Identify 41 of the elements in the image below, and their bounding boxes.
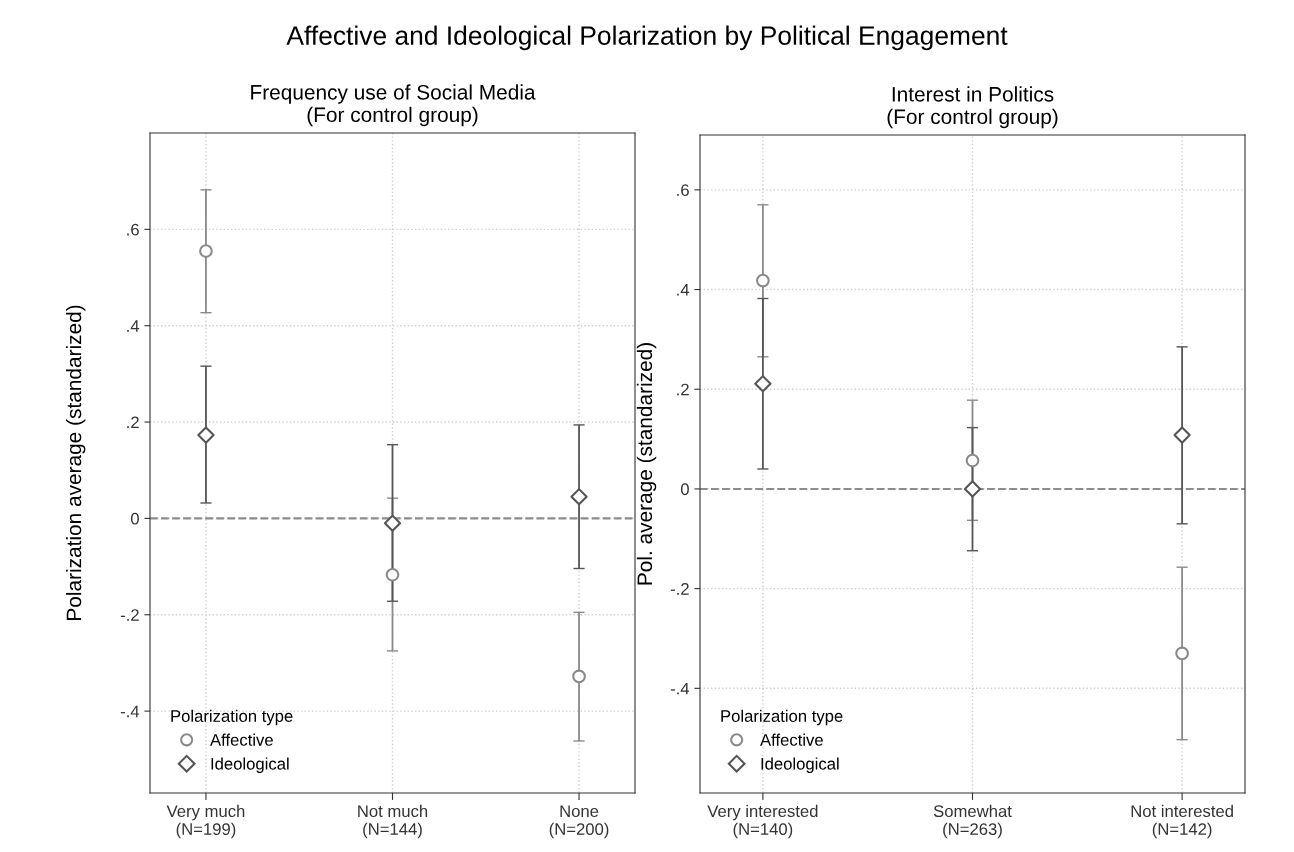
x-tick-label: Very much (N=199) — [166, 804, 245, 839]
point — [570, 488, 588, 506]
y-axis-title: Pol. average (standarized) — [636, 343, 657, 585]
point — [965, 453, 980, 468]
point — [383, 514, 402, 532]
y-tick-label: 0 — [680, 483, 689, 496]
text: Affective and Ideological Polarization by Political Engagement — [286, 25, 1008, 51]
point — [572, 669, 586, 684]
x-tick-label: Not interested (N=142) — [1131, 804, 1233, 839]
point — [963, 480, 982, 498]
legend-label: Affective — [210, 733, 273, 746]
point — [1175, 646, 1189, 661]
point — [385, 567, 400, 582]
point — [754, 375, 772, 393]
point — [1173, 426, 1191, 444]
chart-title: Frequency use of Social Media (For control group) — [251, 84, 536, 127]
legend-label: Ideological — [761, 757, 839, 773]
point — [197, 426, 215, 444]
point — [199, 244, 213, 258]
legend-label: Affective — [760, 733, 823, 746]
y-tick-label: .4 — [127, 320, 140, 332]
x-tick-label: None (N=200) — [549, 805, 609, 839]
y-tick-label: -.2 — [670, 583, 689, 595]
x-tick-label: Very interested (N=140) — [707, 804, 818, 839]
y-tick-label: .4 — [677, 284, 690, 296]
y-axis-title: Polarization average (standarized) — [65, 305, 86, 620]
y-tick-label: -.4 — [120, 705, 140, 718]
y-tick-label: -.4 — [670, 682, 690, 695]
y-tick-label: -.2 — [120, 609, 139, 621]
point — [756, 273, 770, 288]
y-tick-label: .2 — [677, 383, 689, 396]
legend-label: Ideological — [211, 757, 289, 773]
legend-title: Polarization type — [721, 709, 843, 726]
y-tick-label: .6 — [127, 223, 139, 236]
y-tick-label: 0 — [130, 512, 139, 525]
legend-title: Polarization type — [171, 709, 293, 726]
x-tick-label: Somewhat (N=263) — [933, 804, 1012, 839]
y-tick-label: .6 — [677, 184, 689, 197]
x-tick-label: Not much (N=144) — [358, 804, 428, 839]
chart-title: Interest in Politics (For control group) — [887, 86, 1058, 129]
y-tick-label: .2 — [127, 416, 139, 429]
